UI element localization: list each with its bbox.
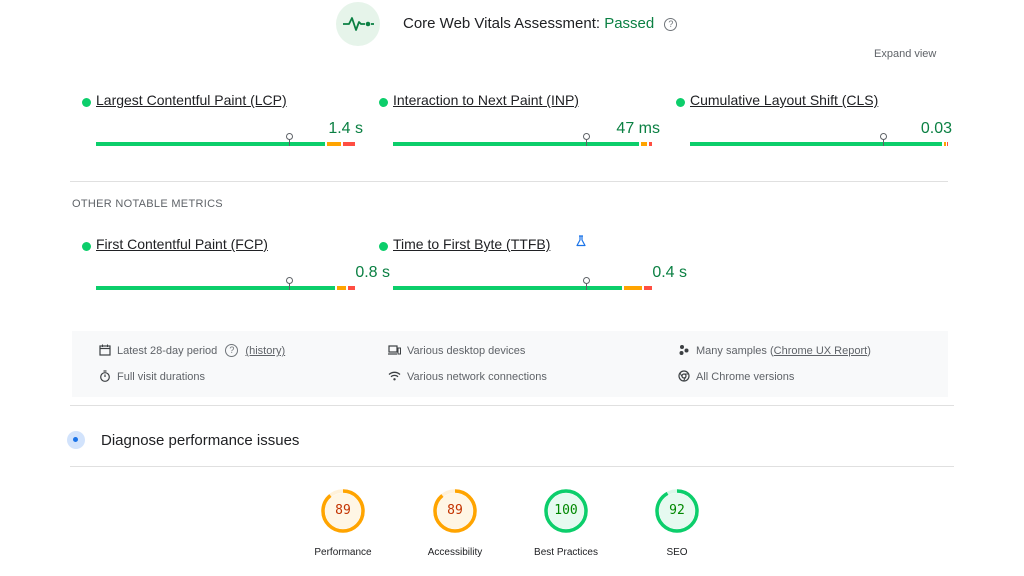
- metric-lcp-value: 1.4 s: [328, 120, 363, 137]
- info-visit: Full visit durations: [99, 370, 205, 383]
- section-divider: [70, 181, 948, 182]
- expand-view-button[interactable]: Expand view: [874, 48, 937, 60]
- metric-cls-value: 0.03: [920, 120, 952, 137]
- metric-ttfb-marker: [583, 277, 590, 284]
- score-accessibility-label: Accessibility: [427, 547, 483, 558]
- good-status-dot: [379, 98, 388, 107]
- help-icon[interactable]: ?: [664, 18, 678, 31]
- metric-inp-distribution-bar: [393, 133, 652, 146]
- score-performance-label: Performance: [314, 547, 372, 558]
- metric-fcp-distribution-bar: [96, 277, 355, 290]
- metric-fcp-value: 0.8 s: [355, 264, 390, 281]
- metric-ttfb: Time to First Byte (TTFB) 0.4 s: [379, 235, 687, 298]
- info-visit-text: Full visit durations: [117, 371, 206, 383]
- info-devices: Various desktop devices: [388, 344, 525, 357]
- metric-fcp-label[interactable]: First Contentful Paint (FCP): [96, 236, 268, 252]
- metric-lcp-label[interactable]: Largest Contentful Paint (LCP): [96, 92, 287, 108]
- metric-cls-distribution-bar: [690, 133, 949, 146]
- info-network: Various network connections: [388, 370, 547, 383]
- diagnose-heading: Diagnose performance issues: [101, 432, 300, 449]
- other-metrics-heading: OTHER NOTABLE METRICS: [72, 198, 223, 210]
- metric-inp: Interaction to Next Paint (INP) 47 ms: [379, 92, 660, 154]
- good-status-dot: [676, 98, 685, 107]
- history-link[interactable]: (history): [245, 345, 286, 357]
- cwv-assessment-title: Core Web Vitals Assessment: Passed ?: [403, 15, 678, 32]
- score-best-practices-label: Best Practices: [534, 547, 598, 558]
- score-performance-value: 89: [335, 503, 351, 518]
- score-seo-label: SEO: [666, 547, 688, 558]
- metric-inp-value: 47 ms: [616, 120, 660, 137]
- help-icon[interactable]: ?: [225, 344, 239, 357]
- metric-fcp: First Contentful Paint (FCP) 0.8 s: [82, 236, 390, 298]
- info-versions: All Chrome versions: [678, 370, 794, 383]
- wifi-icon: [388, 371, 401, 381]
- people-icon: [679, 345, 689, 355]
- section-divider: [70, 405, 954, 406]
- chrome-icon: [678, 370, 690, 382]
- metric-inp-marker: [583, 133, 590, 140]
- score-gauge-performance[interactable]: 89: [320, 488, 366, 534]
- devices-icon: [388, 345, 401, 355]
- info-period: Latest 28-day period ? (history): [99, 344, 285, 357]
- info-devices-text: Various desktop devices: [407, 345, 526, 357]
- good-status-dot: [379, 242, 388, 251]
- section-divider: [70, 466, 954, 467]
- cwv-title-text: Core Web Vitals Assessment:: [403, 15, 601, 32]
- cwv-pulse-icon: [336, 2, 380, 46]
- flask-icon: [575, 235, 587, 250]
- crux-open-paren: (: [769, 345, 774, 357]
- score-accessibility-value: 89: [447, 503, 463, 518]
- score-best-practices-value: 100: [554, 503, 578, 518]
- info-samples: Many samples (Chrome UX Report): [678, 344, 871, 357]
- info-period-text: Latest 28-day period: [117, 345, 218, 357]
- info-versions-text: All Chrome versions: [696, 371, 795, 383]
- crux-close-paren: ): [867, 345, 871, 357]
- crux-link[interactable]: Chrome UX Report: [773, 345, 868, 357]
- diagnose-icon: [67, 431, 85, 449]
- timer-icon: [100, 370, 110, 382]
- metric-lcp: Largest Contentful Paint (LCP) 1.4 s: [82, 92, 363, 154]
- score-gauge-seo[interactable]: 92: [654, 488, 700, 534]
- metric-cls-marker: [880, 133, 887, 140]
- metric-lcp-distribution-bar: [96, 133, 355, 146]
- metric-ttfb-label[interactable]: Time to First Byte (TTFB): [393, 236, 551, 252]
- metric-ttfb-value: 0.4 s: [652, 264, 687, 281]
- calendar-icon: [99, 344, 111, 356]
- info-network-text: Various network connections: [407, 371, 547, 383]
- metric-inp-label[interactable]: Interaction to Next Paint (INP): [393, 92, 579, 108]
- info-samples-text: Many samples: [696, 345, 767, 357]
- good-status-dot: [82, 98, 91, 107]
- score-seo-value: 92: [669, 503, 685, 518]
- metric-cls: Cumulative Layout Shift (CLS) 0.03: [676, 92, 952, 154]
- score-gauge-accessibility[interactable]: 89: [432, 488, 478, 534]
- metric-lcp-marker: [286, 133, 293, 140]
- field-data-info-panel: [72, 331, 948, 397]
- cwv-status: Passed: [604, 15, 655, 32]
- metric-fcp-marker: [286, 277, 293, 284]
- score-gauge-best-practices[interactable]: 100: [543, 488, 589, 534]
- good-status-dot: [82, 242, 91, 251]
- metric-cls-label[interactable]: Cumulative Layout Shift (CLS): [690, 92, 879, 108]
- metric-ttfb-distribution-bar: [393, 277, 652, 290]
